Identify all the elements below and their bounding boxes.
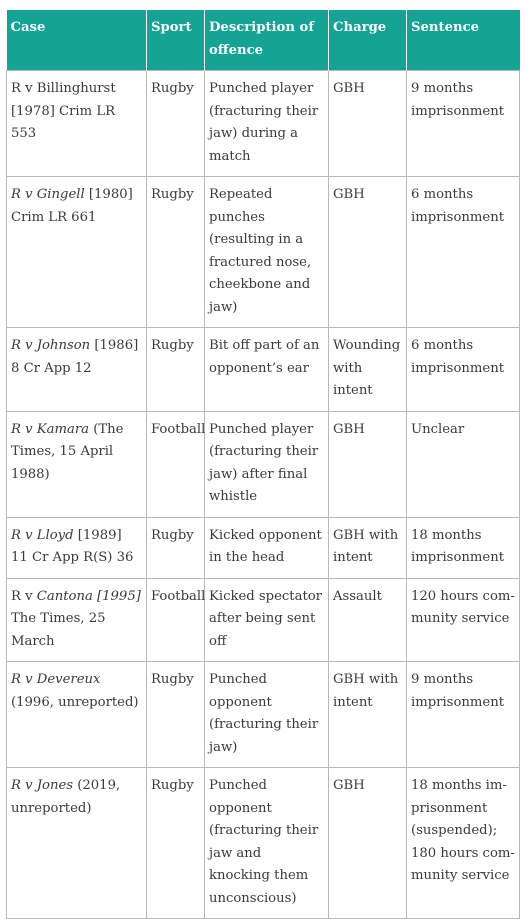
- case-citation: (1996, unreported): [11, 694, 139, 710]
- cell-sport: Football: [146, 577, 205, 662]
- cell-sentence: 9 months imprisonment: [406, 70, 520, 177]
- header-case: Case: [6, 10, 147, 71]
- cell-charge: GBH: [328, 410, 407, 518]
- cell-sentence: 6 months imprisonment: [406, 327, 520, 412]
- table-row: R v Kamara (The Times, 15 April 1988) Foo…: [6, 410, 520, 518]
- cell-case: R v Lloyd [1989] 11 Cr App R(S) 36: [6, 516, 147, 579]
- cell-case: R v Billinghurst [1978] Crim LR 553: [6, 70, 147, 177]
- cell-case: R v Kamara (The Times, 15 April 1988): [6, 410, 147, 518]
- cell-description: Repeated punches (resulting in a frac­tu…: [204, 176, 329, 328]
- cell-case: R v Jones (2019, unreported): [6, 767, 147, 919]
- case-citation: The Times, 25 March: [11, 611, 106, 649]
- case-citation: [1986] 8 Cr App 12: [11, 338, 139, 376]
- cell-charge: GBH with intent: [328, 661, 407, 768]
- cell-charge: GBH: [328, 176, 407, 328]
- header-sentence: Sentence: [406, 10, 520, 71]
- cell-charge: GBH: [328, 70, 407, 177]
- cell-description: Punched player (fracturing their jaw) du…: [204, 70, 329, 177]
- cell-case: R v Johnson [1986] 8 Cr App 12: [6, 327, 147, 412]
- case-name: R v Lloyd: [11, 527, 74, 543]
- case-citation-prefix: R v: [11, 588, 37, 604]
- cell-charge: GBH: [328, 767, 407, 919]
- cell-sentence: Unclear: [406, 410, 520, 518]
- cell-case: R v Cantona [1995] The Times, 25 March: [6, 577, 147, 662]
- header-charge: Charge: [328, 10, 407, 71]
- case-name: R v Gingell: [11, 187, 85, 202]
- table-body: R v Billinghurst [1978] Crim LR 553 Rugby…: [6, 70, 520, 919]
- header-sport: Sport: [146, 10, 205, 71]
- header-description: Description of offence: [204, 10, 329, 71]
- table-header-row: Case Sport Description of offence Charge…: [6, 10, 520, 71]
- cell-case: R v Gingell [1980] Crim LR 661: [6, 176, 147, 328]
- cell-sport: Football: [146, 410, 205, 518]
- cell-sport: Rugby: [146, 516, 205, 579]
- cell-description: Punched player (fracturing their jaw) af…: [204, 410, 329, 518]
- cell-description: Bit off part of an opponent’s ear: [204, 327, 329, 412]
- cell-description: Kicked spectator after being sent off: [204, 577, 329, 662]
- table-row: R v Cantona [1995] The Times, 25 March Fo…: [6, 577, 520, 662]
- cell-sport: Rugby: [146, 70, 205, 177]
- cell-case: R v Devereux (1996, unreported): [6, 661, 147, 768]
- cell-sentence: 6 months imprisonment: [406, 176, 520, 328]
- cell-charge: GBH with intent: [328, 516, 407, 579]
- cell-sport: Rugby: [146, 767, 205, 919]
- cell-charge: Wounding with intent: [328, 327, 407, 412]
- cell-charge: Assault: [328, 577, 407, 662]
- cell-description: Punched opponent (fracturing their jaw): [204, 661, 329, 768]
- case-name: R v Jones: [11, 778, 74, 793]
- cell-sentence: 9 months imprisonment: [406, 661, 520, 768]
- sports-cases-table: Case Sport Description of offence Charge…: [6, 10, 520, 919]
- case-citation: [1989] 11 Cr App R(S) 36: [11, 527, 134, 566]
- case-citation: (The Times, 15 April 1988): [11, 421, 124, 482]
- cell-sport: Rugby: [146, 327, 205, 412]
- table-row: R v Lloyd [1989] 11 Cr App R(S) 36 Rugby K…: [6, 516, 520, 579]
- case-citation: [1980] Crim LR 661: [11, 187, 133, 225]
- table-row: R v Johnson [1986] 8 Cr App 12 Rugby Bit o…: [6, 327, 520, 412]
- cell-sentence: 18 months imprisonment: [406, 516, 520, 579]
- table-row: R v Devereux (1996, unreported) Rugby Punc…: [6, 661, 520, 768]
- cell-sport: Rugby: [146, 176, 205, 328]
- cell-sentence: 18 months im­prisonment (suspended); 180…: [406, 767, 520, 919]
- case-name: Cantona [1995]: [36, 588, 141, 604]
- cell-sport: Rugby: [146, 661, 205, 768]
- cell-sentence: 120 hours com­munity service: [406, 577, 520, 662]
- case-name: R v Devereux: [11, 672, 101, 687]
- table-row: R v Jones (2019, unreported) Rugby Punched…: [6, 767, 520, 919]
- case-name: R v Johnson: [11, 338, 91, 353]
- cell-description: Punched opponent (fracturing their jaw a…: [204, 767, 329, 919]
- table-row: R v Billinghurst [1978] Crim LR 553 Rugby…: [6, 70, 520, 177]
- table-row: R v Gingell [1980] Crim LR 661 Rugby Repea…: [6, 176, 520, 328]
- cell-description: Kicked opponent in the head: [204, 516, 329, 579]
- case-citation-prefix: R v Billinghurst [1978] Crim LR 553: [11, 81, 116, 141]
- case-name: R v Kamara: [11, 421, 90, 437]
